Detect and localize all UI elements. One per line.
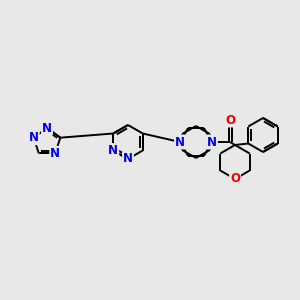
Text: N: N <box>50 147 60 160</box>
Text: O: O <box>225 113 235 127</box>
Text: N: N <box>108 144 118 157</box>
Text: N: N <box>29 131 39 144</box>
Text: N: N <box>123 152 133 166</box>
Text: N: N <box>207 136 217 148</box>
Text: O: O <box>230 172 240 185</box>
Text: N: N <box>175 136 185 148</box>
Text: N: N <box>42 122 52 134</box>
